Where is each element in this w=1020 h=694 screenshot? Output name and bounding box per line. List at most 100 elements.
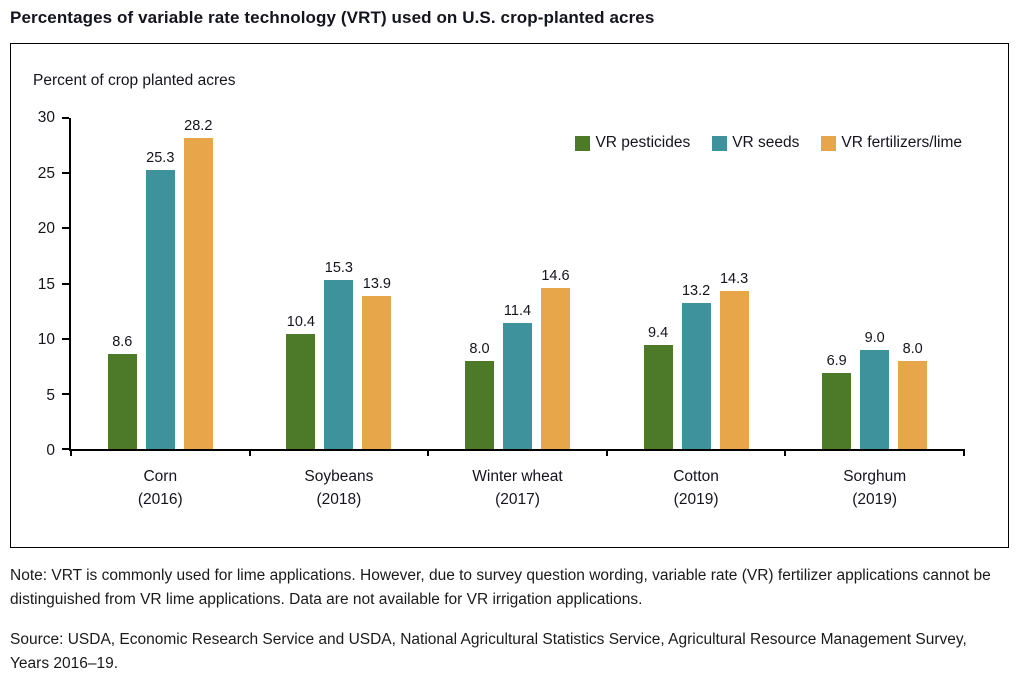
bar-value-label: 8.0: [902, 340, 923, 357]
bar: [681, 303, 711, 449]
chart-note: Note: VRT is commonly used for lime appl…: [10, 567, 991, 609]
bar-value-label: 14.3: [719, 271, 749, 288]
y-tick-mark: [62, 448, 69, 450]
bar-slot: 10.4: [286, 118, 316, 449]
bar-value-label: 13.2: [681, 283, 711, 300]
legend-label: VR seeds: [732, 134, 800, 151]
bar-value-label: 10.4: [286, 314, 316, 331]
x-category-label-line: Soybeans: [304, 468, 374, 485]
x-category-label: Cotton (2019): [607, 465, 786, 512]
x-category-label-line: (2019): [673, 491, 719, 509]
legend-item: VR fertilizers/lime: [821, 134, 962, 152]
bar-value-label: 8.0: [469, 340, 490, 357]
bar-slot: 13.9: [362, 118, 392, 449]
bar-slot: 13.2: [681, 118, 711, 449]
plot-area: 8.6 25.3 28.2 10.4 15.3 13.9 8.0 11.4 14.6 9.4 13.…: [62, 117, 965, 456]
bar-slot: 14.6: [540, 118, 570, 449]
bar: [540, 287, 570, 449]
bar-slot: 25.3: [145, 118, 175, 449]
x-category-label: Sorghum (2019): [785, 465, 964, 512]
bar: [107, 354, 137, 449]
bar-group: 10.4 15.3 13.9: [250, 118, 429, 449]
x-tick-mark: [784, 449, 787, 456]
legend-item: VR seeds: [712, 134, 799, 152]
y-tick-mark: [62, 172, 69, 175]
bar-value-label: 11.4: [503, 303, 532, 320]
bar: [464, 360, 494, 449]
bar: [286, 334, 316, 449]
bar-group: 8.0 11.4 14.6: [428, 118, 607, 449]
bar: [324, 280, 354, 449]
bar: [643, 345, 673, 449]
legend: VR pesticides VR seeds VR fertilizers/lime: [575, 134, 962, 152]
bar: [502, 323, 532, 449]
bar-value-label: 9.4: [647, 325, 669, 342]
legend-swatch-icon: [821, 135, 837, 151]
bar-group: 8.6 25.3 28.2: [71, 118, 250, 449]
x-category-label: Corn (2016): [71, 465, 250, 512]
bar-group: 9.4 13.2 14.3: [607, 118, 786, 449]
legend-swatch-icon: [712, 135, 728, 151]
chart-source: Source: USDA, Economic Research Service …: [10, 631, 967, 673]
x-category-label-line: (2016): [137, 491, 183, 509]
bar-value-label: 14.6: [541, 267, 570, 284]
bar-group: 6.9 9.0 8.0: [785, 118, 964, 449]
x-category-label-line: Cotton: [673, 468, 719, 485]
x-category-label-line: (2019): [852, 491, 898, 509]
x-category-label-line: Winter wheat: [472, 468, 563, 485]
chart-frame: Percent of crop planted acres 0 5 10 15 20 25…: [10, 43, 1009, 548]
legend-label: VR pesticides: [595, 134, 691, 151]
bar-slot: 8.0: [898, 118, 928, 449]
bar-value-label: 6.9: [826, 352, 847, 369]
x-tick-mark: [248, 449, 251, 456]
x-category-label: Winter wheat (2017): [428, 465, 607, 512]
bar-slot: 6.9: [822, 118, 852, 449]
x-category-label-line: Sorghum: [843, 468, 907, 485]
y-tick-label: 20: [37, 220, 55, 237]
bar-slot: 11.4: [502, 118, 532, 449]
bar-value-label: 9.0: [864, 329, 885, 346]
x-tick-mark: [605, 449, 608, 456]
legend-label: VR fertilizers/lime: [841, 134, 962, 151]
x-axis-labels: Corn (2016) Soybeans (2018) Winter wheat (201…: [71, 465, 964, 512]
x-category-label: Soybeans (2018): [250, 465, 429, 512]
page-title: Percentages of variable rate technology …: [10, 8, 655, 27]
y-tick-mark: [62, 337, 69, 340]
bar-slot: 14.3: [719, 118, 749, 449]
y-tick-mark: [62, 282, 69, 285]
bar-slot: 9.4: [643, 118, 673, 449]
x-tick-mark: [427, 449, 430, 456]
bar: [145, 169, 175, 449]
bar: [719, 291, 749, 449]
bar-slot: 28.2: [183, 117, 213, 449]
bar-value-label: 13.9: [362, 275, 392, 292]
bar-slot: 9.0: [860, 118, 890, 449]
x-category-label-line: (2017): [495, 491, 540, 509]
bar-value-label: 28.2: [184, 117, 213, 134]
bar: [822, 372, 852, 449]
bar-slot: 15.3: [324, 118, 354, 449]
y-tick-label: 0: [46, 442, 55, 459]
y-tick-mark: [62, 392, 69, 395]
bar-slot: 8.0: [464, 118, 494, 449]
y-tick-mark: [62, 117, 69, 119]
bar-value-label: 8.6: [112, 334, 133, 351]
y-tick-label: 30: [37, 109, 55, 126]
bar-value-label: 25.3: [146, 149, 175, 166]
chart-body: 0 5 10 15 20 25 30 8.6 25.3 28.2 10.4 15.3 13.9 8.0 1…: [23, 109, 965, 459]
x-tick-mark: [70, 449, 72, 456]
bar-value-label: 15.3: [324, 260, 354, 277]
x-tick-mark: [963, 449, 965, 456]
legend-item: VR pesticides: [575, 134, 690, 152]
bar: [860, 349, 890, 449]
y-axis-title: Percent of crop planted acres: [33, 72, 236, 89]
bar-groups: 8.6 25.3 28.2 10.4 15.3 13.9 8.0 11.4 14.6 9.4 13.…: [71, 118, 964, 449]
y-tick-label: 10: [37, 331, 55, 348]
bar: [898, 360, 928, 449]
bar-slot: 8.6: [107, 118, 137, 449]
x-category-label-line: (2018): [316, 491, 362, 509]
y-tick-label: 25: [37, 164, 55, 182]
x-category-label-line: Corn: [143, 468, 178, 485]
bar: [183, 137, 213, 449]
y-tick-label: 5: [46, 386, 55, 404]
